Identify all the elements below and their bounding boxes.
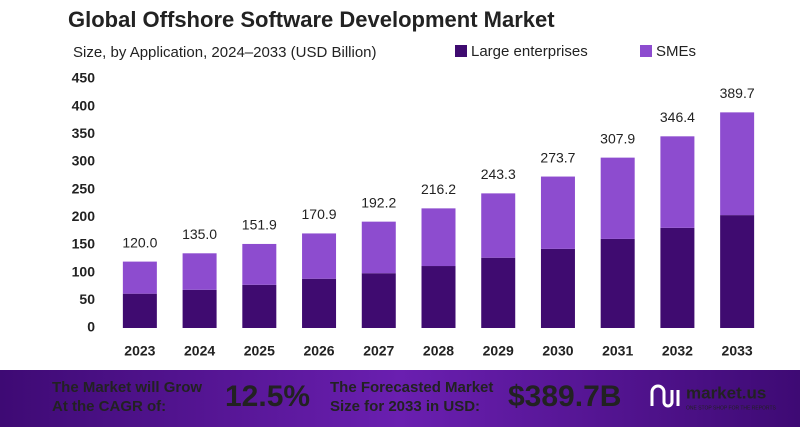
y-tick-label: 350: [72, 125, 96, 141]
bar-segment: [600, 157, 635, 239]
y-tick-label: 150: [72, 236, 96, 252]
banner-text: At the CAGR of:: [52, 398, 166, 415]
y-tick-label: 100: [72, 263, 96, 279]
x-tick-label: 2024: [184, 343, 215, 359]
total-label: 170.9: [302, 206, 337, 222]
chart-subtitle: Size, by Application, 2024–2033 (USD Bil…: [73, 44, 377, 61]
total-label: 389.7: [720, 85, 755, 101]
bar-segment: [660, 136, 695, 228]
x-tick-label: 2028: [423, 343, 454, 359]
banner-bg: [0, 370, 800, 427]
bar-segment: [361, 221, 396, 274]
bar-segment: [540, 248, 575, 328]
x-tick-label: 2030: [542, 343, 573, 359]
legend-label: SMEs: [656, 43, 696, 60]
bar-segment: [421, 266, 456, 328]
y-tick-label: 450: [72, 70, 96, 86]
legend-swatch: [640, 45, 652, 57]
bar-segment: [481, 257, 516, 328]
x-tick-label: 2031: [602, 343, 633, 359]
bar-segment: [122, 261, 157, 294]
x-tick-label: 2027: [363, 343, 394, 359]
legend-label: Large enterprises: [471, 43, 588, 60]
x-tick-label: 2033: [722, 343, 753, 359]
banner-text: The Market will Grow: [52, 379, 202, 396]
total-label: 135.0: [182, 226, 217, 242]
y-tick-label: 250: [72, 180, 96, 196]
bar-segment: [720, 215, 755, 328]
total-label: 346.4: [660, 109, 695, 125]
bar-segment: [421, 208, 456, 267]
total-label: 243.3: [481, 166, 516, 182]
total-label: 273.7: [540, 149, 575, 165]
banner-text: Size for 2033 in USD:: [330, 398, 480, 415]
bar-segment: [182, 253, 217, 290]
bar-segment: [242, 243, 277, 285]
bar-segment: [302, 278, 337, 328]
bar-segment: [660, 227, 695, 328]
brand-logo: [650, 384, 680, 408]
y-tick-label: 300: [72, 153, 96, 169]
banner-value: $389.7B: [508, 380, 621, 413]
legend-swatch: [455, 45, 467, 57]
total-label: 216.2: [421, 181, 456, 197]
x-tick-label: 2025: [244, 343, 275, 359]
y-tick-label: 0: [87, 319, 95, 335]
bar-segment: [122, 293, 157, 328]
total-label: 151.9: [242, 217, 277, 233]
brand-name: market.us: [686, 383, 766, 402]
banner-text: The Forecasted Market: [330, 379, 493, 396]
total-label: 120.0: [122, 234, 157, 250]
y-tick-label: 50: [79, 291, 95, 307]
bar-segment: [600, 238, 635, 328]
bar-segment: [302, 233, 337, 279]
bar-segment: [182, 289, 217, 328]
bar-segment: [481, 193, 516, 258]
chart-title: Global Offshore Software Development Mar…: [68, 7, 555, 32]
x-tick-label: 2032: [662, 343, 693, 359]
bar-segment: [242, 284, 277, 328]
banner-value: 12.5%: [225, 380, 310, 413]
brand-tagline: ONE STOP SHOP FOR THE REPORTS: [686, 405, 777, 411]
bar-segment: [720, 112, 755, 216]
total-label: 192.2: [361, 194, 396, 210]
x-tick-label: 2029: [483, 343, 514, 359]
y-tick-label: 200: [72, 208, 96, 224]
bar-segment: [361, 273, 396, 328]
y-tick-label: 400: [72, 97, 96, 113]
total-label: 307.9: [600, 130, 635, 146]
x-tick-label: 2023: [124, 343, 155, 359]
x-tick-label: 2026: [303, 343, 334, 359]
bar-segment: [540, 176, 575, 249]
